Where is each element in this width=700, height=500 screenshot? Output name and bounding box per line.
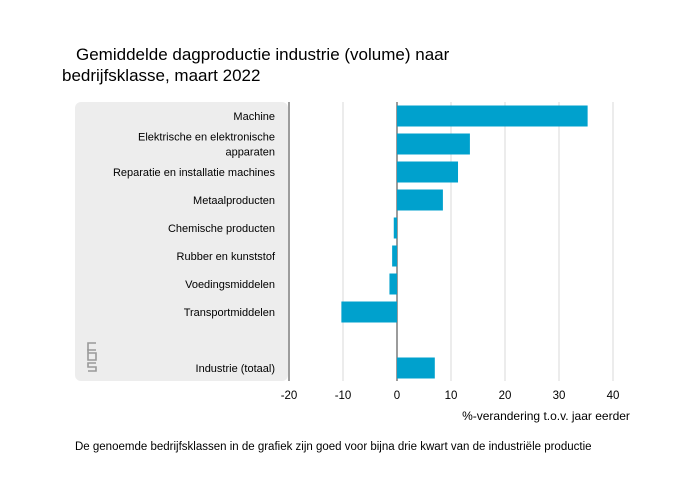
bar-5 [392,245,397,267]
category-label-2: Reparatie en installatie machines [113,167,276,179]
bar-2 [397,161,459,183]
x-tick-label--20: -20 [281,390,298,402]
category-panel [75,102,288,381]
bar-0 [397,105,588,127]
bars [341,105,588,379]
cbs-logo-icon [87,342,97,372]
category-label-0: Machine [233,111,275,123]
x-tick-label-0: 0 [394,390,400,402]
category-label-9: Industrie (totaal) [196,363,275,375]
category-labels: Machine Elektrische en elektronische appar… [113,111,276,375]
bar-7 [341,301,397,323]
category-label-1-1: apparaten [225,147,275,159]
bar-9 [397,357,435,379]
chart-title-line-2: bedrijfsklasse, maart 2022 [62,66,261,85]
category-label-6: Voedingsmiddelen [185,279,275,291]
x-tick-label-30: 30 [553,390,566,402]
bar-3 [397,189,443,211]
x-axis-label: %-verandering t.o.v. jaar eerder [462,409,630,423]
category-label-3: Metaalproducten [193,195,275,207]
category-label-5: Rubber en kunststof [177,251,276,263]
bar-1 [397,133,470,155]
category-label-1-0: Elektrische en elektronische [138,132,275,144]
category-label-4: Chemische producten [168,223,275,235]
bar-6 [389,273,397,295]
category-label-7: Transportmiddelen [184,307,275,319]
chart-title: Gemiddelde dagproductie industrie (volum… [62,44,522,86]
footnote: De genoemde bedrijfsklassen in de grafie… [75,441,592,453]
bar-4 [393,217,397,239]
x-tick-label-10: 10 [445,390,458,402]
x-tick-label-40: 40 [607,390,620,402]
chart-title-line-1: Gemiddelde dagproductie industrie (volum… [76,45,450,64]
x-tick-labels: -20 -10 0 10 20 30 40 [281,390,620,402]
x-tick-label-20: 20 [499,390,512,402]
x-tick-label--10: -10 [335,390,352,402]
